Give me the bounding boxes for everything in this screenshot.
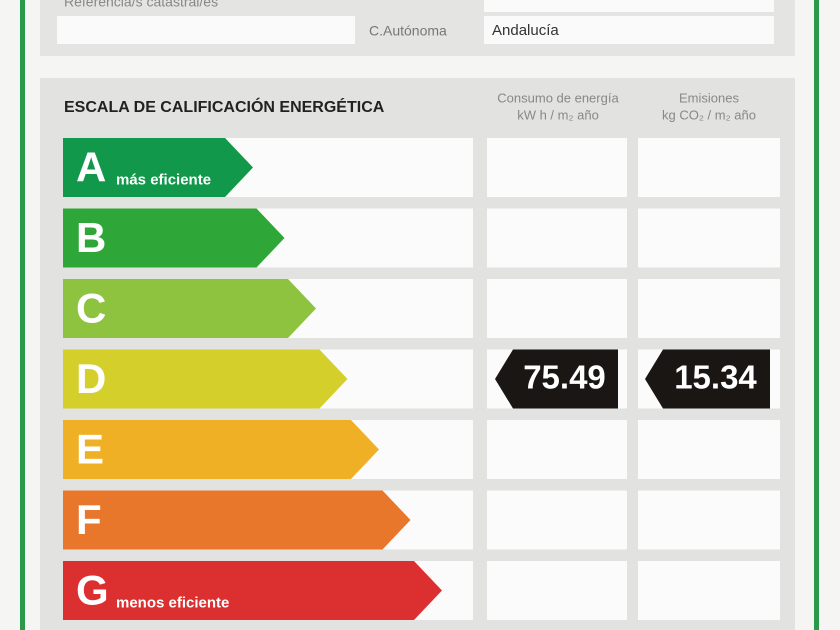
border-left <box>20 0 25 630</box>
rating-arrow <box>63 138 253 197</box>
column-unit: kW h / m₂ año <box>517 107 599 122</box>
cell <box>638 279 780 338</box>
rating-arrow <box>63 420 379 479</box>
rating-letter: D <box>76 355 106 402</box>
result-badge <box>495 349 618 409</box>
field-label: Referencia/s catastral/es <box>64 0 218 10</box>
rating-arrow <box>63 490 411 550</box>
cell <box>638 138 780 197</box>
border-right <box>814 0 819 630</box>
rating-arrow <box>63 349 348 409</box>
cell <box>638 561 780 620</box>
field-value: Andalucía <box>492 22 559 39</box>
rating-letter: B <box>76 214 106 261</box>
field-box <box>484 16 774 44</box>
rating-arrow <box>63 561 442 620</box>
rating-letter: E <box>76 426 104 473</box>
cell <box>638 420 780 479</box>
rating-letter: A <box>76 144 106 191</box>
result-badge <box>645 349 770 409</box>
field-box <box>57 16 355 44</box>
cell <box>487 561 627 620</box>
cell <box>487 138 627 197</box>
field-box <box>484 0 774 12</box>
rating-arrow <box>63 279 316 338</box>
column-title: Emisiones <box>679 90 739 105</box>
rating-letter: G <box>76 567 109 614</box>
cell <box>487 420 627 479</box>
column-title: Consumo de energía <box>497 90 619 105</box>
rating-letter: F <box>76 496 102 543</box>
scale-title: ESCALA DE CALIFICACIÓN ENERGÉTICA <box>64 97 385 116</box>
cell <box>638 490 780 550</box>
cell <box>487 279 627 338</box>
result-value: 75.49 <box>523 359 606 396</box>
cell <box>638 208 780 268</box>
rating-arrow <box>63 208 285 268</box>
result-value: 15.34 <box>674 359 757 396</box>
cell <box>487 208 627 268</box>
column-unit: kg CO₂ / m₂ año <box>662 107 756 122</box>
rating-note: más eficiente <box>116 171 211 188</box>
field-label: C.Autónoma <box>369 23 447 39</box>
rating-note: menos eficiente <box>116 594 229 611</box>
rating-letter: C <box>76 285 106 332</box>
cell <box>487 490 627 550</box>
